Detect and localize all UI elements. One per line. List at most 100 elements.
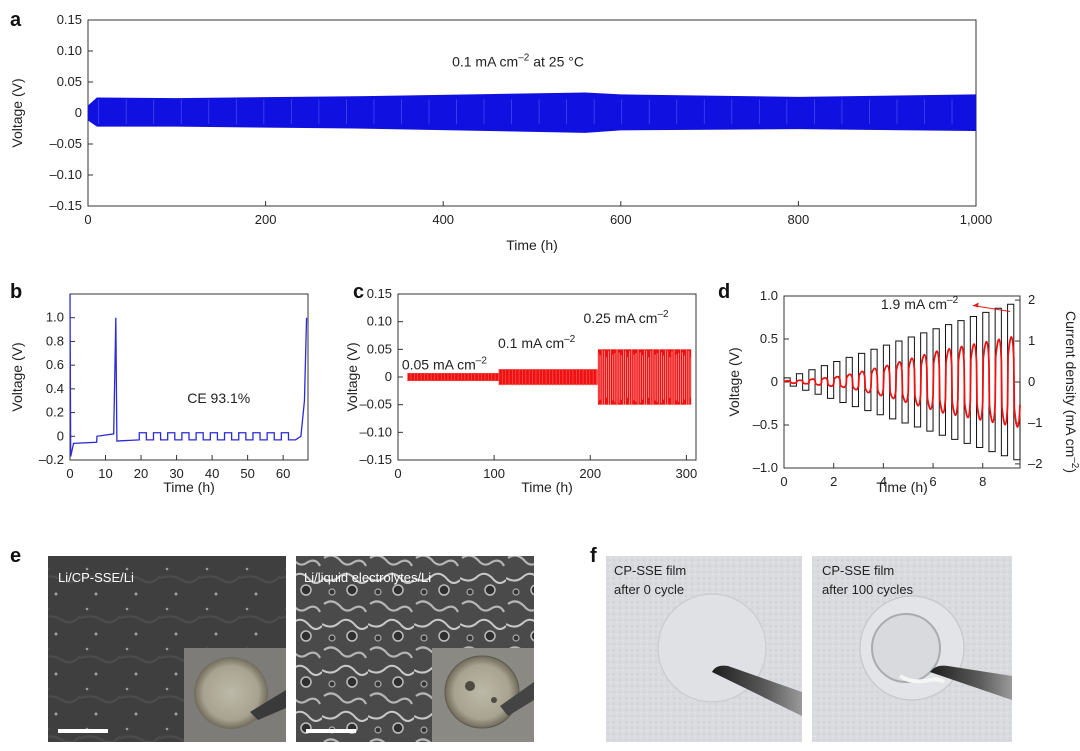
panel-c-ytick-label: –0.05 [359, 397, 392, 412]
panel-c-annotation-1: 0.05 mA cm–2 [402, 355, 487, 372]
panel-c-ytick-label: –0.15 [359, 452, 392, 467]
panel-c-ytick-label: 0.05 [367, 341, 392, 356]
panel-b-ylabel: Voltage (V) [9, 342, 25, 411]
panel-b-ytick-label: 1.0 [46, 310, 64, 325]
panel-a-ytick-label: 0.05 [57, 74, 82, 89]
panel-d-ylabel: Voltage (V) [726, 347, 742, 416]
inset-disc-liquid [444, 655, 520, 729]
panel-d-xtick-label: 6 [929, 474, 936, 489]
panel-c-ytick-label: 0.15 [367, 286, 392, 301]
panel-c-xtick-label: 200 [579, 466, 601, 481]
inset-tweezer-liquid [500, 682, 534, 716]
scale-bar-right [306, 729, 356, 733]
panel-a-xtick-label: 400 [432, 212, 454, 227]
panel-a-ytick-label: –0.15 [49, 198, 82, 213]
photo-label-100-line2: after 100 cycles [822, 582, 914, 597]
panel-a-ytick-label: –0.10 [49, 167, 82, 182]
panel-a-ytick-label: 0 [75, 105, 82, 120]
panel-d-chart: 0 2 4 6 8 1.0 0.5 0 –0.5 –1.0 2 1 0 –1 –2 Time (h) Volta… [726, 288, 1080, 495]
sem-label-cp-sse: Li/CP-SSE/Li [58, 570, 134, 585]
panel-d-ylabel-right: Current density (mA cm–2) [1063, 311, 1080, 473]
panel-d-voltage-line [783, 336, 1021, 428]
panel-c-letter: c [353, 281, 364, 303]
tweezer-100-cycles [930, 665, 1012, 700]
panel-c-xtick-label: 100 [483, 466, 505, 481]
photo-label-100-line1: CP-SSE film [822, 563, 894, 578]
panel-c-xtick-label: 300 [676, 466, 698, 481]
film-disc-imprint [871, 613, 941, 683]
panel-b-xtick-label: 60 [276, 466, 290, 481]
panel-d-ytick-right-label: 2 [1028, 292, 1035, 307]
panel-d-ytick-label: –0.5 [753, 417, 778, 432]
panel-d-xtick-label: 2 [830, 474, 837, 489]
panel-d-xtick-label: 8 [979, 474, 986, 489]
photo-label-0-line2: after 0 cycle [614, 582, 684, 597]
sem-label-liquid: Li/liquid electrolytes/Li [304, 570, 431, 585]
inset-disc-cp-sse [194, 657, 268, 729]
panel-d-ytick-right-label: 1 [1028, 333, 1035, 348]
panel-c-ytick-label: –0.10 [359, 424, 392, 439]
panel-b-xtick-label: 40 [205, 466, 219, 481]
panel-b-ytick-label: 0.6 [46, 357, 64, 372]
panel-d-annotation-arrow [972, 304, 1011, 312]
panel-c-ytick-label: 0 [385, 369, 392, 384]
panel-d-xtick-label: 4 [880, 474, 887, 489]
panel-a-xtick-label: 0 [84, 212, 91, 227]
panel-d-ytick-right-label: 0 [1028, 374, 1035, 389]
panel-a-xlabel: Time (h) [506, 237, 558, 253]
panel-d-xlabel: Time (h) [876, 479, 928, 495]
photo-label-0-line1: CP-SSE film [614, 563, 686, 578]
panel-d-ytick-label: 1.0 [760, 288, 778, 303]
panel-d-ytick-label: 0 [771, 374, 778, 389]
panel-e-letter: e [10, 545, 21, 567]
panel-b-ytick-label: –0.2 [39, 452, 64, 467]
panel-b-ytick-label: 0.2 [46, 405, 64, 420]
panel-d-ytick-right-label: –1 [1028, 415, 1042, 430]
inset-disc-defect [465, 681, 475, 691]
panel-a-annotation: 0.1 mA cm–2 at 25 °C [452, 53, 584, 70]
panel-b-xtick-label: 20 [134, 466, 148, 481]
panel-d-xtick-label: 0 [780, 474, 787, 489]
panel-c-ytick-label: 0.10 [367, 314, 392, 329]
panel-b-xtick-label: 30 [169, 466, 183, 481]
panel-c-ylabel: Voltage (V) [344, 342, 360, 411]
panel-d-ytick-right-label: –2 [1028, 456, 1042, 471]
tweezer-0-cycle [712, 665, 802, 716]
panel-b-xtick-label: 0 [66, 466, 73, 481]
panel-b-ytick-label: 0.4 [46, 381, 64, 396]
panel-d-ytick-label: –1.0 [753, 460, 778, 475]
inset-tweezer-cp-sse [250, 690, 286, 720]
panel-c-band-0 [407, 373, 499, 381]
panel-a-ytick-label: 0.15 [57, 12, 82, 27]
panel-a-xtick-label: 800 [788, 212, 810, 227]
panel-d-ytick-label: 0.5 [760, 331, 778, 346]
panel-a-letter: a [10, 9, 22, 31]
panel-d-arrow-head [972, 302, 979, 308]
panel-a-xtick-label: 200 [255, 212, 277, 227]
panel-a-xtick-label: 600 [610, 212, 632, 227]
panel-a-ytick-label: –0.05 [49, 136, 82, 151]
panel-d-letter: d [718, 281, 730, 303]
panel-b-letter: b [10, 281, 22, 303]
film-disc-reflection [898, 674, 946, 684]
panel-c-xtick-label: 0 [394, 466, 401, 481]
scale-bar-left [58, 729, 108, 733]
inset-disc-defect-2 [491, 697, 497, 703]
panel-f-letter: f [590, 545, 597, 567]
panel-b-ytick-label: 0 [57, 428, 64, 443]
panel-f-images: CP-SSE film after 0 cycle CP-SSE film af… [606, 556, 1012, 742]
panel-b-annotation: CE 93.1% [187, 390, 250, 406]
panel-b-voltage-line [69, 293, 308, 457]
panel-c-xlabel: Time (h) [521, 479, 573, 495]
panel-c-chart: 0 100 200 300 0.15 0.10 0.05 0 –0.05 –0.10 –0.15 Ti… [344, 286, 697, 495]
panel-b-ytick-label: 0.8 [46, 333, 64, 348]
panel-c-annotation-3: 0.25 mA cm–2 [584, 309, 669, 326]
panel-b-xlabel: Time (h) [163, 479, 215, 495]
panel-c-annotation-2: 0.1 mA cm–2 [498, 334, 576, 351]
panel-a-xtick-label: 1,000 [960, 212, 993, 227]
panel-d-annotation: 1.9 mA cm–2 [881, 295, 959, 312]
panel-b-xtick-label: 50 [240, 466, 254, 481]
panel-a-chart: 0 200 400 600 800 1,000 0.15 0.10 0.05 0 –0.05 –0.1… [9, 12, 992, 253]
